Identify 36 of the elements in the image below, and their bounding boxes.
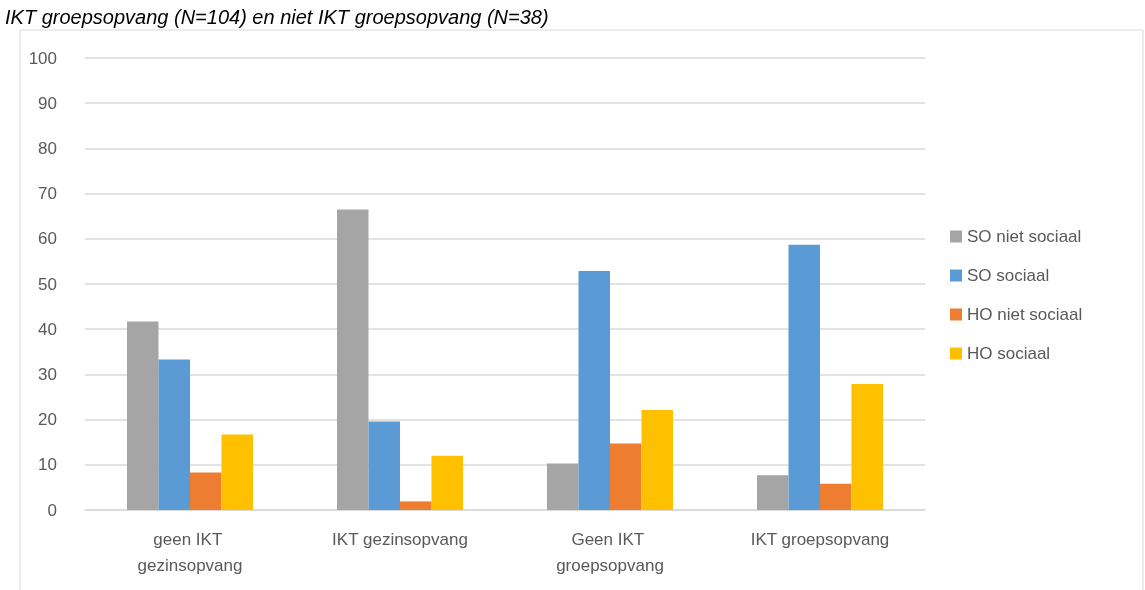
bar	[127, 321, 159, 510]
bar	[547, 463, 579, 510]
y-tick-label: 90	[38, 93, 57, 113]
legend-label: SO sociaal	[967, 266, 1050, 285]
bar	[337, 209, 369, 510]
bar	[610, 443, 642, 510]
bar	[851, 383, 883, 510]
y-tick-label: 30	[38, 364, 57, 384]
x-tick-label: Geen IKT groepsopvang	[556, 529, 664, 575]
legend-label: SO niet sociaal	[967, 227, 1082, 246]
bar	[431, 455, 463, 510]
y-tick-label: 0	[47, 500, 57, 520]
y-tick-label: 80	[38, 138, 57, 158]
x-tick-label: geen IKT gezinsopvang	[137, 529, 243, 575]
bar	[368, 421, 400, 510]
bar	[221, 434, 253, 510]
bar	[578, 270, 610, 510]
bar	[820, 483, 852, 510]
bar	[788, 244, 820, 510]
bar	[641, 410, 673, 510]
y-tick-label: 40	[38, 319, 57, 339]
bar	[158, 359, 190, 510]
y-tick-label: 50	[38, 274, 57, 294]
chart-title: IKT groepsopvang (N=104) en niet IKT groepsopvang (N=38)	[5, 6, 549, 28]
bar	[400, 501, 432, 510]
x-tick-label: IKT gezinsopvang	[332, 529, 468, 549]
legend-label: HO sociaal	[967, 344, 1051, 363]
y-tick-label: 20	[38, 410, 57, 430]
y-tick-label: 10	[38, 455, 57, 475]
y-tick-label: 70	[38, 184, 57, 204]
bar	[757, 475, 789, 510]
y-tick-label: 100	[28, 48, 57, 68]
bar	[190, 472, 222, 510]
legend-label: HO niet sociaal	[967, 305, 1083, 324]
x-tick-label: IKT groepsopvang	[750, 529, 890, 549]
y-tick-label: 60	[38, 229, 57, 249]
